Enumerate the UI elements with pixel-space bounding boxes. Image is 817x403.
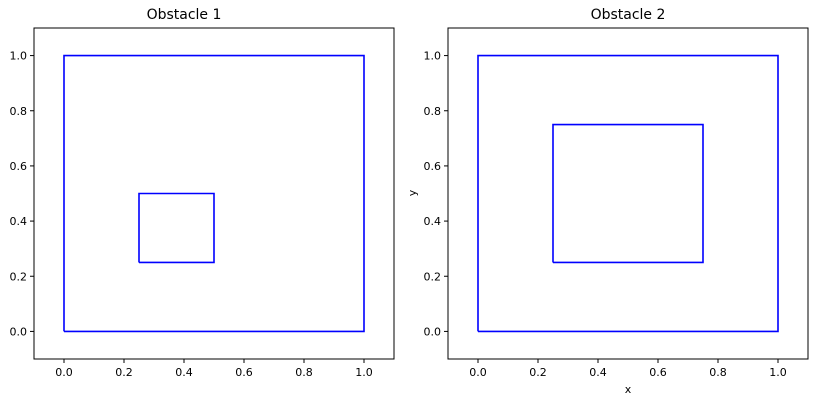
x-tick-label: 0.2 <box>529 366 547 379</box>
x-tick-label: 0.6 <box>235 366 253 379</box>
ticks-group: 0.0 0.2 0.4 0.6 0.8 1.0 0.0 0.2 0.4 0.6 0.8 1.0 <box>10 50 373 379</box>
y-tick-label: 0.8 <box>10 105 28 118</box>
x-tick-label: 0.8 <box>709 366 727 379</box>
x-tick-label: 0.4 <box>589 366 607 379</box>
outer-boundary-line <box>63 54 365 333</box>
x-axis-label: x <box>625 383 632 396</box>
plot-frame <box>447 27 809 360</box>
x-tick-label: 1.0 <box>355 366 373 379</box>
obstacle-1-panel: Obstacle 1 0.0 0.2 0.4 0.6 0.8 1.00.00.20.40.… <box>10 7 395 379</box>
y-tick-label: 0.4 <box>10 215 28 228</box>
outer-boundary-line <box>477 54 779 333</box>
chart-title: Obstacle 1 <box>147 7 222 23</box>
y-tick-label: 0.4 <box>424 215 442 228</box>
x-tick-label: 0.0 <box>55 366 73 379</box>
ticks-group: 0.0 0.2 0.4 0.6 0.8 1.0 0.0 0.2 0.4 0.6 0.8 1.0 <box>424 50 787 379</box>
plot-frame <box>33 27 395 360</box>
chart-title: Obstacle 2 <box>591 7 666 23</box>
x-tick-label: 0.4 <box>175 366 193 379</box>
obstacle-boundary-line <box>552 123 704 264</box>
obstacle-boundary-line <box>138 192 215 264</box>
x-tick-label: 0.6 <box>649 366 667 379</box>
x-tick-label: 0.2 <box>115 366 133 379</box>
x-tick-label: 0.8 <box>295 366 313 379</box>
y-tick-label: 0.6 <box>10 160 28 173</box>
x-tick-label: 0.0 <box>469 366 487 379</box>
y-tick-label: 0.6 <box>424 160 442 173</box>
series-group <box>63 54 365 333</box>
y-tick-label: 0.8 <box>424 105 442 118</box>
x-tick-label: 1.0 <box>769 366 787 379</box>
y-tick-label: 0.0 <box>10 325 28 338</box>
y-tick-label: 0.0 <box>424 325 442 338</box>
obstacle-2-panel: Obstacle 2 x y 0.0 0.2 0.4 0.6 0.8 1.00.00.20… <box>406 7 809 396</box>
y-tick-label: 0.2 <box>10 270 28 283</box>
y-tick-label: 0.2 <box>424 270 442 283</box>
y-tick-label: 1.0 <box>10 50 28 63</box>
y-axis-label: y <box>406 189 419 196</box>
series-group <box>477 54 779 333</box>
y-tick-label: 1.0 <box>424 50 442 63</box>
